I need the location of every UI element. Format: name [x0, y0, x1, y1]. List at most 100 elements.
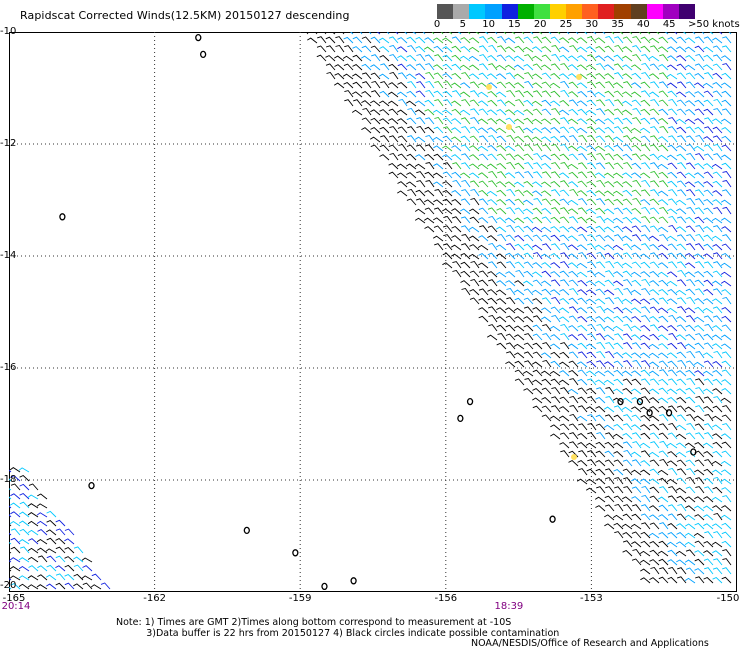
wind-barb	[523, 208, 534, 215]
wind-barb	[551, 314, 561, 323]
wind-barb	[712, 45, 723, 53]
wind-barb	[622, 387, 633, 395]
wind-barb	[577, 226, 588, 233]
wind-barb	[640, 513, 651, 521]
wind-barb	[559, 234, 570, 242]
wind-barb	[541, 387, 552, 395]
wind-barb	[549, 82, 561, 89]
wind-barb	[460, 117, 471, 125]
wind-barb	[721, 433, 732, 440]
wind-barb	[587, 414, 597, 422]
wind-barb	[695, 387, 705, 395]
wind-barb	[613, 342, 624, 350]
wind-barb	[514, 162, 525, 170]
wind-barb	[722, 549, 732, 557]
wind-barb	[560, 333, 570, 341]
wind-barb	[496, 289, 507, 296]
wind-barb	[325, 45, 336, 53]
wind-barb	[406, 144, 417, 152]
wind-barb	[487, 271, 498, 278]
wind-barb	[523, 117, 534, 125]
wind-barb	[470, 278, 480, 287]
wind-barb	[614, 72, 624, 80]
wind-barb	[631, 279, 642, 287]
wind-barb	[703, 558, 714, 566]
wind-barb	[442, 145, 453, 152]
wind-barb	[703, 99, 714, 107]
wind-barb	[542, 342, 552, 350]
wind-barb	[469, 37, 480, 44]
wind-barb	[649, 180, 660, 188]
wind-barb	[567, 388, 579, 395]
wind-barb	[461, 189, 471, 197]
wind-barb	[650, 162, 660, 170]
wind-barb	[559, 432, 570, 440]
wind-barb	[28, 538, 39, 545]
wind-barb	[532, 388, 543, 395]
wind-barb	[389, 152, 399, 161]
wind-barb	[649, 559, 660, 566]
wind-barb	[487, 90, 498, 98]
wind-barb	[406, 64, 417, 71]
wind-barb	[676, 396, 687, 404]
wind-barb	[496, 108, 507, 116]
wind-barb	[524, 144, 534, 152]
wind-barb	[433, 225, 444, 233]
wind-barb	[505, 117, 516, 125]
wind-barb	[613, 468, 624, 476]
wind-barb	[398, 143, 408, 152]
wind-barb	[694, 496, 705, 503]
wind-barb	[505, 307, 516, 314]
wind-barb	[36, 538, 48, 545]
wind-barb	[559, 270, 570, 278]
wind-barb	[568, 441, 579, 449]
wind-barb	[37, 529, 48, 536]
wind-barb	[578, 198, 588, 206]
wind-barb	[587, 152, 597, 161]
wind-barb	[622, 378, 633, 386]
wind-barb	[622, 46, 633, 53]
wind-barb	[676, 36, 687, 44]
wind-barb	[513, 73, 525, 80]
wind-barb	[334, 55, 345, 62]
wind-barb	[677, 359, 687, 368]
wind-barb	[559, 396, 570, 404]
wind-barb	[667, 243, 678, 251]
wind-barb	[568, 91, 579, 98]
wind-barb	[641, 504, 651, 512]
wind-barb	[461, 99, 471, 107]
wind-barb	[568, 126, 579, 134]
wind-barbs	[9, 32, 732, 590]
wind-barb	[621, 100, 633, 107]
wind-barb	[640, 387, 651, 395]
wind-barb	[596, 323, 606, 332]
wind-barb	[676, 334, 687, 341]
wind-barb	[640, 369, 651, 377]
wind-barb	[603, 226, 615, 233]
wind-barb	[433, 90, 444, 98]
wind-barb	[712, 288, 723, 296]
wind-barb	[685, 505, 696, 512]
wind-barb	[613, 405, 624, 413]
wind-barb	[640, 469, 651, 476]
latitude-tick-label: -16	[0, 362, 17, 373]
wind-barb	[640, 108, 651, 116]
wind-barb	[568, 279, 579, 287]
wind-barb	[443, 215, 453, 224]
wind-barb	[307, 37, 318, 44]
wind-barb	[442, 90, 453, 98]
wind-barb	[452, 162, 462, 170]
wind-barb	[425, 89, 435, 98]
wind-barb	[684, 343, 696, 350]
wind-barb	[578, 423, 588, 431]
wind-barb	[451, 72, 462, 80]
wind-barb	[694, 207, 705, 215]
wind-barb	[577, 207, 588, 215]
wind-barb	[496, 316, 507, 323]
wind-barb	[586, 378, 597, 386]
wind-barb	[667, 108, 678, 116]
wind-barb	[713, 512, 723, 521]
wind-barb	[667, 451, 678, 458]
wind-barb	[577, 315, 588, 323]
wind-barb	[622, 153, 633, 161]
